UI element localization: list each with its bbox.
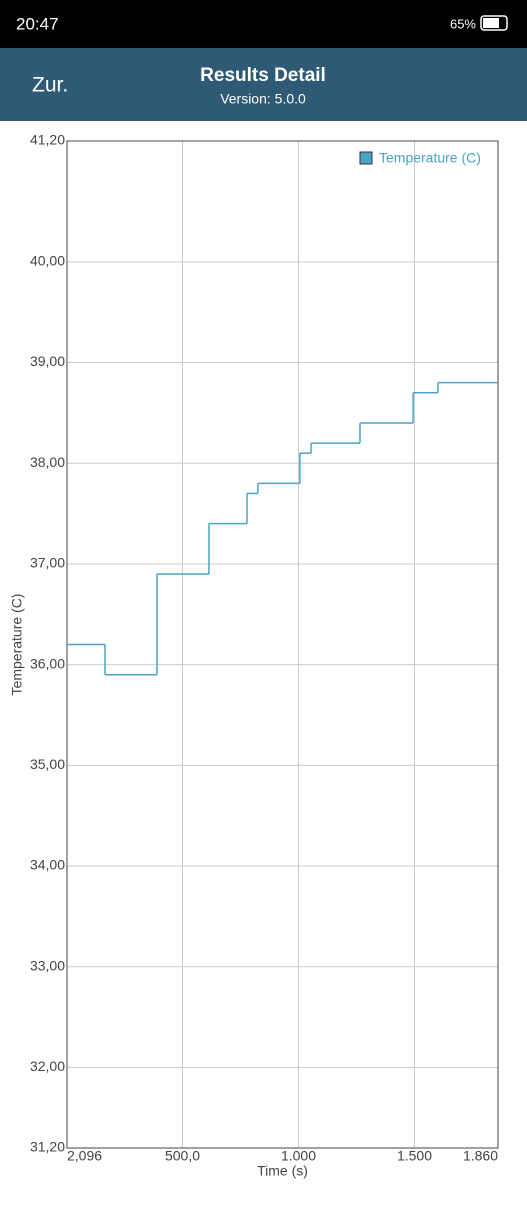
clock: 20:47 xyxy=(16,14,59,33)
y-tick-label: 31,20 xyxy=(30,1139,65,1155)
x-tick-label: 1.860 xyxy=(463,1148,498,1164)
y-tick-label: 39,00 xyxy=(30,353,65,369)
legend-swatch xyxy=(359,151,373,165)
y-tick-label: 36,00 xyxy=(30,655,65,671)
x-tick-label: 1.500 xyxy=(397,1148,432,1164)
x-tick-label: 2,096 xyxy=(67,1148,102,1164)
y-tick-label: 34,00 xyxy=(30,857,65,873)
header-title: Results Detail xyxy=(200,65,326,86)
x-axis-label: Time (s) xyxy=(257,1163,308,1179)
back-button[interactable]: Zur. xyxy=(32,74,68,97)
y-tick-label: 33,00 xyxy=(30,957,65,973)
y-tick-label: 40,00 xyxy=(30,253,65,269)
app-header xyxy=(0,48,527,121)
x-tick-label: 1.000 xyxy=(281,1148,316,1164)
battery: 65% xyxy=(450,16,476,31)
battery-icon xyxy=(480,15,508,31)
header-subtitle: Version: 5.0.0 xyxy=(220,91,306,107)
chart: 31,20 32,00 33,00 34,00 35,00 36,00 37,00 38,00… xyxy=(9,132,499,1179)
y-tick-label: 38,00 xyxy=(30,454,65,470)
x-tick-label: 500,0 xyxy=(165,1148,200,1164)
plot-frame xyxy=(66,140,499,1149)
y-tick-label: 37,00 xyxy=(30,555,65,571)
status-bar xyxy=(0,0,527,48)
battery-level xyxy=(483,18,499,28)
y-tick-label: 41,20 xyxy=(30,132,65,148)
y-tick-label: 32,00 xyxy=(30,1058,65,1074)
y-axis-label: Temperature (C) xyxy=(9,594,25,696)
legend-label: Temperature (C) xyxy=(379,150,481,166)
y-tick-label: 35,00 xyxy=(30,756,65,772)
